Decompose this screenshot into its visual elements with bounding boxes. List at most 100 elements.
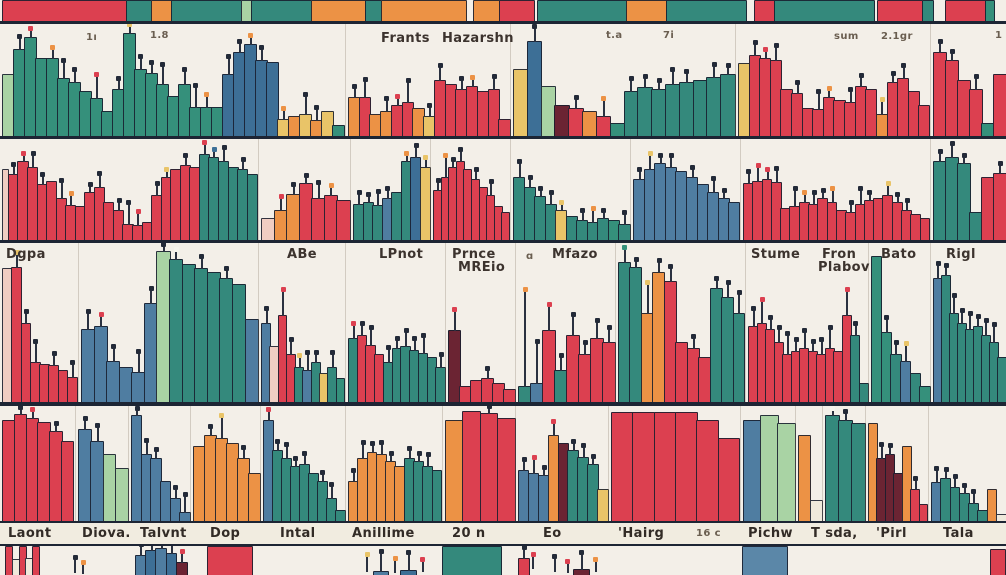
pin-head (135, 208, 141, 214)
pin-marker (427, 102, 433, 117)
pin-head (18, 405, 24, 411)
pin-marker (721, 187, 727, 199)
bar (919, 386, 931, 402)
pin-head (759, 296, 765, 302)
pin-head (199, 254, 205, 260)
bar (336, 199, 351, 240)
pin-head (438, 352, 444, 358)
pin-marker (534, 338, 540, 384)
pin-head (70, 359, 76, 365)
panel-title: Bato (881, 247, 917, 262)
pin-head (72, 67, 78, 73)
bar-group (798, 406, 823, 521)
pin-head (224, 265, 230, 271)
pin-head (668, 264, 674, 270)
pin-marker (802, 327, 808, 349)
bar-group (743, 406, 796, 521)
pin-marker (297, 353, 303, 369)
chart-panel (190, 406, 261, 521)
pin-head (68, 190, 74, 196)
pin-marker (768, 314, 774, 330)
pin-head (486, 403, 492, 409)
bar (573, 549, 590, 575)
pin-head (116, 75, 122, 81)
pin-marker (314, 105, 320, 122)
bar (945, 0, 987, 21)
pin-head (61, 57, 67, 63)
pin-head (149, 60, 155, 66)
pin-head (752, 40, 758, 46)
pin-marker (792, 185, 798, 207)
pin-head (802, 189, 808, 195)
pin-marker (416, 451, 422, 463)
chart-panel: sum 2.1gr (735, 24, 931, 136)
pin-marker (28, 26, 34, 39)
pin-marker (153, 446, 159, 459)
pin-marker (819, 337, 825, 356)
panel-title: sum (834, 31, 859, 42)
pin-marker (138, 53, 144, 70)
pin-marker (85, 308, 91, 330)
bar (653, 411, 677, 521)
pin-marker (551, 418, 557, 436)
x-axis-label: 20 n (452, 526, 486, 541)
pin-marker (826, 85, 832, 98)
pin-head (452, 307, 458, 313)
bar (664, 67, 681, 136)
pin-head (558, 353, 564, 359)
pin-marker (774, 166, 780, 184)
pin-head (714, 275, 720, 281)
bar-group (207, 546, 253, 575)
pin-marker (241, 444, 247, 459)
bar-group (547, 546, 601, 575)
pin-marker (765, 167, 771, 181)
bar (595, 95, 612, 136)
chart-panel (740, 139, 931, 240)
pin-marker (858, 185, 864, 205)
bar-group (5, 546, 41, 575)
bar (602, 324, 616, 402)
bar (81, 308, 96, 402)
pin-marker (811, 189, 817, 205)
pin-head (240, 157, 246, 163)
bar (957, 153, 971, 240)
pin-marker (943, 467, 949, 480)
pin-marker (126, 199, 132, 225)
pin-head (164, 167, 170, 173)
pin-head (711, 175, 717, 181)
pin-head (30, 406, 36, 412)
pin-marker (173, 485, 179, 499)
pin-marker (538, 185, 544, 197)
pin-head (437, 63, 443, 68)
pin-marker (359, 321, 365, 337)
pin-marker (642, 73, 648, 88)
pin-marker (384, 96, 390, 113)
bar (231, 284, 247, 402)
pin-marker (573, 95, 579, 109)
pin-head (531, 454, 537, 460)
pin-marker (438, 352, 444, 369)
pin-head (819, 337, 825, 343)
pin-marker (785, 331, 791, 356)
bar (66, 359, 78, 402)
pin-head (364, 552, 370, 558)
bar (993, 161, 1006, 240)
pin-marker (443, 153, 449, 179)
pin-head (887, 443, 893, 449)
pin-head (366, 191, 372, 197)
pin-head (98, 311, 104, 317)
pin-head (711, 61, 717, 67)
pin-marker (546, 302, 552, 332)
pin-marker (746, 169, 752, 185)
pin-head (879, 96, 885, 102)
pin-head (983, 318, 989, 324)
pin-head (313, 350, 319, 356)
pin-head (219, 413, 225, 419)
pin-head (144, 438, 150, 444)
pin-marker (394, 335, 400, 349)
chart-panel (78, 241, 259, 402)
pin-head (53, 421, 59, 427)
bar (479, 403, 499, 521)
pin-head (50, 44, 56, 50)
